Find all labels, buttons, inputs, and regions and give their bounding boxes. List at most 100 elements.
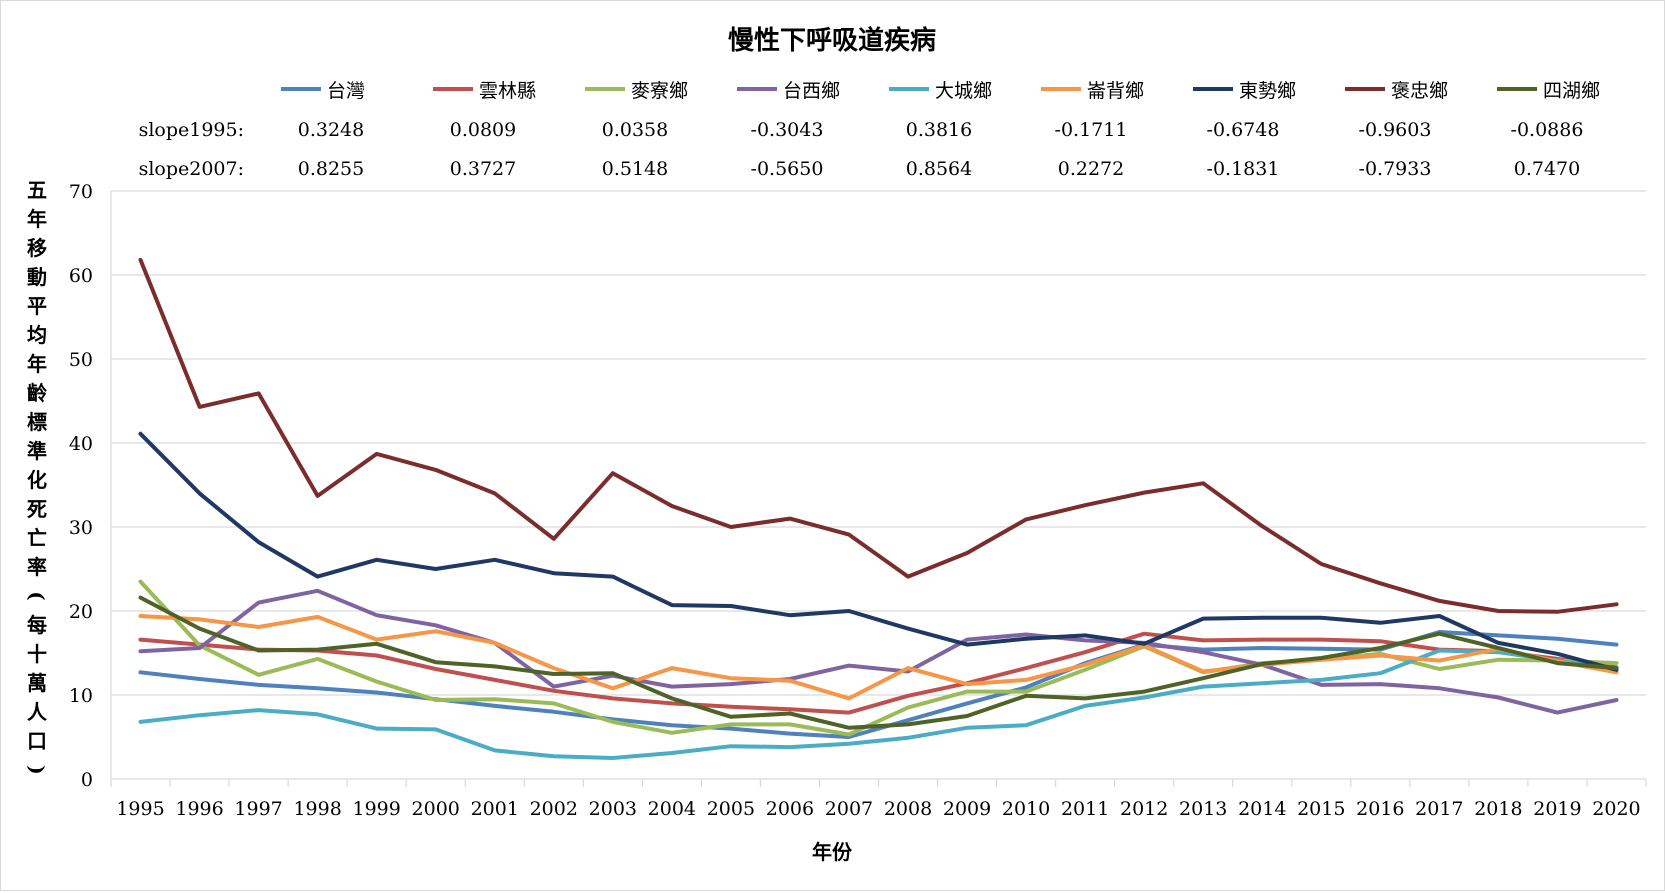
slope-value: -0.9603	[1359, 119, 1432, 141]
y-axis-title-char: 率	[27, 555, 47, 579]
y-tick-label: 60	[69, 265, 93, 287]
x-tick-label: 2014	[1238, 798, 1286, 820]
y-tick-label: 20	[69, 601, 93, 623]
x-tick-label: 2010	[1002, 798, 1050, 820]
x-tick-label: 1997	[234, 798, 282, 820]
series-line-4	[138, 588, 1619, 715]
x-axis-title: 年份	[812, 840, 853, 864]
slope-row-label: slope2007:	[139, 158, 244, 180]
slope-value: 0.8564	[906, 158, 972, 180]
x-tick-label: 2016	[1356, 798, 1404, 820]
slope-value: -0.7933	[1359, 158, 1432, 180]
legend-label: 四湖鄉	[1543, 80, 1600, 102]
x-tick-label: 1998	[293, 798, 341, 820]
x-tick-label: 2006	[766, 798, 814, 820]
y-axis-title-char: 齡	[27, 381, 47, 405]
x-tick-label: 2008	[884, 798, 932, 820]
slope-value: 0.3248	[298, 119, 364, 141]
x-tick-label: 2012	[1120, 798, 1168, 820]
slope-value: -0.3043	[751, 119, 824, 141]
y-axis-title-char: 死	[27, 497, 47, 521]
slope-value: -0.6748	[1207, 119, 1280, 141]
slope-table: slope1995: 0.3248 0.0809 0.0358 -0.3043 0.381…	[139, 119, 1584, 180]
x-tick-label: 2004	[648, 798, 696, 820]
x-axis-ticks: 1995 1996 1997 1998 1999 2000 2001 2002 2003 2004…	[116, 798, 1640, 820]
y-axis-title-char: 動	[27, 265, 47, 289]
slope-value: 0.3727	[450, 158, 516, 180]
legend-label: 台灣	[327, 80, 365, 102]
y-tick-label: 0	[81, 769, 93, 791]
slope-value: -0.5650	[751, 158, 824, 180]
legend-label: 東勢鄉	[1239, 80, 1296, 102]
series-lines	[138, 257, 1619, 760]
legend-label: 褒忠鄉	[1391, 80, 1448, 102]
gridlines	[110, 190, 1647, 787]
series-line-2	[138, 631, 1619, 715]
x-tick-label: 2001	[471, 798, 519, 820]
legend-label: 崙背鄉	[1087, 80, 1144, 102]
series-line-7	[138, 431, 1619, 672]
series-line-5	[138, 648, 1619, 760]
slope-value: -0.0886	[1511, 119, 1584, 141]
legend-label: 台西鄉	[783, 80, 840, 102]
y-axis-title-char: 標	[27, 410, 47, 434]
slope-value: 0.8255	[298, 158, 364, 180]
y-axis-title-char: 平	[27, 294, 47, 318]
y-tick-label: 50	[69, 349, 93, 371]
y-axis-title-char: 萬	[27, 671, 47, 695]
legend-label: 雲林縣	[479, 80, 536, 102]
x-tick-label: 2003	[589, 798, 637, 820]
y-axis-title-char: 人	[27, 700, 48, 724]
x-tick-label: 2005	[707, 798, 755, 820]
x-tick-label: 2018	[1474, 798, 1522, 820]
x-tick-label: 2009	[943, 798, 991, 820]
series-line-9	[138, 595, 1619, 730]
y-axis-title-char: 口	[27, 729, 47, 753]
y-tick-label: 70	[69, 181, 93, 203]
x-tick-label: 2011	[1061, 798, 1109, 820]
x-tick-label: 2013	[1179, 798, 1227, 820]
x-tick-label: 1999	[352, 798, 400, 820]
y-axis-ticks: 0 10 20 30 40 50 60 70	[69, 181, 93, 791]
y-axis-title-char: 十	[27, 642, 47, 666]
x-tick-label: 2017	[1415, 798, 1463, 820]
legend: 台灣 雲林縣 麥寮鄉 台西鄉 大城鄉 崙背鄉 東勢鄉 褒忠鄉 四湖鄉	[281, 80, 1600, 102]
y-axis-title-char: 均	[27, 323, 47, 347]
y-axis-title-char: 亡	[27, 526, 47, 550]
slope-value: 0.0809	[450, 119, 516, 141]
x-tick-label: 2007	[825, 798, 873, 820]
slope-value: 0.3816	[906, 119, 972, 141]
x-tick-label: 1996	[175, 798, 223, 820]
legend-label: 麥寮鄉	[631, 80, 688, 102]
y-axis-title-char: (	[25, 591, 49, 600]
y-axis-title-char: 年	[27, 352, 47, 376]
x-tick-label: 2002	[530, 798, 578, 820]
y-axis-title-char: 準	[27, 439, 47, 463]
slope-value: 0.5148	[602, 158, 668, 180]
x-tick-label: 1995	[116, 798, 164, 820]
y-axis-title-char: )	[25, 765, 49, 774]
slope-value: 0.2272	[1058, 158, 1124, 180]
slope-value: 0.7470	[1514, 158, 1580, 180]
y-tick-label: 10	[69, 685, 93, 707]
legend-label: 大城鄉	[935, 80, 992, 102]
slope-value: -0.1831	[1207, 158, 1280, 180]
chart-title: 慢性下呼吸道疾病	[728, 25, 936, 56]
y-axis-title-char: 移	[27, 236, 47, 260]
x-tick-label: 2020	[1592, 798, 1640, 820]
y-tick-label: 40	[69, 433, 93, 455]
slope-row-label: slope1995:	[139, 119, 244, 141]
x-tick-label: 2000	[412, 798, 460, 820]
x-tick-label: 2019	[1533, 798, 1581, 820]
x-tick-label: 2015	[1297, 798, 1345, 820]
slope-value: -0.1711	[1055, 119, 1128, 141]
series-line-6	[138, 614, 1619, 701]
series-line-8	[138, 257, 1619, 614]
y-tick-label: 30	[69, 517, 93, 539]
y-axis-title-char: 化	[27, 468, 47, 492]
y-axis-title-char: 年	[27, 207, 47, 231]
y-axis-title-char: 五	[27, 178, 47, 202]
